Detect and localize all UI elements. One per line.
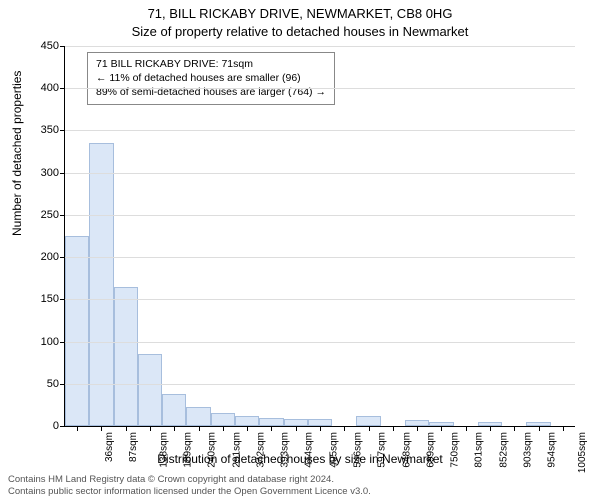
y-tick-mark <box>60 130 65 131</box>
histogram-bar <box>211 413 235 426</box>
x-tick-mark <box>174 426 175 431</box>
gridline <box>65 46 575 47</box>
annotation-box: 71 BILL RICKABY DRIVE: 71sqm← 11% of det… <box>87 52 335 105</box>
annotation-line: 71 BILL RICKABY DRIVE: 71sqm <box>96 57 326 71</box>
x-tick-mark <box>393 426 394 431</box>
y-tick-label: 100 <box>41 336 59 348</box>
x-tick-mark <box>223 426 224 431</box>
gridline <box>65 173 575 174</box>
y-tick-label: 450 <box>41 40 59 52</box>
histogram-bar <box>308 419 332 426</box>
x-tick-mark <box>514 426 515 431</box>
x-tick-mark <box>150 426 151 431</box>
histogram-bar <box>186 407 210 426</box>
histogram-bar <box>235 416 259 426</box>
x-tick-mark <box>417 426 418 431</box>
histogram-bar <box>138 354 162 426</box>
histogram-bar <box>162 394 186 426</box>
y-tick-label: 0 <box>53 420 59 432</box>
histogram-bar <box>259 418 283 426</box>
histogram-bar <box>65 236 89 426</box>
y-tick-mark <box>60 88 65 89</box>
y-tick-label: 200 <box>41 251 59 263</box>
y-tick-mark <box>60 299 65 300</box>
x-tick-mark <box>466 426 467 431</box>
gridline <box>65 299 575 300</box>
y-tick-label: 50 <box>47 378 59 390</box>
x-tick-mark <box>369 426 370 431</box>
y-tick-label: 250 <box>41 209 59 221</box>
gridline <box>65 130 575 131</box>
y-tick-mark <box>60 46 65 47</box>
y-tick-mark <box>60 173 65 174</box>
y-tick-label: 350 <box>41 124 59 136</box>
gridline <box>65 215 575 216</box>
x-tick-mark <box>441 426 442 431</box>
y-tick-mark <box>60 257 65 258</box>
gridline <box>65 257 575 258</box>
y-tick-label: 150 <box>41 293 59 305</box>
footer-line1: Contains HM Land Registry data © Crown c… <box>8 474 371 486</box>
gridline <box>65 342 575 343</box>
x-tick-mark <box>101 426 102 431</box>
x-axis-label: Distribution of detached houses by size … <box>0 452 600 466</box>
y-tick-mark <box>60 342 65 343</box>
x-tick-mark <box>320 426 321 431</box>
histogram-bar <box>356 416 380 426</box>
chart-title-subtitle: Size of property relative to detached ho… <box>0 24 600 39</box>
chart-container: 71, BILL RICKABY DRIVE, NEWMARKET, CB8 0… <box>0 0 600 500</box>
x-tick-mark <box>563 426 564 431</box>
y-tick-mark <box>60 384 65 385</box>
chart-title-address: 71, BILL RICKABY DRIVE, NEWMARKET, CB8 0… <box>0 6 600 21</box>
gridline <box>65 384 575 385</box>
y-tick-mark <box>60 426 65 427</box>
x-tick-mark <box>344 426 345 431</box>
x-tick-mark <box>199 426 200 431</box>
x-tick-mark <box>126 426 127 431</box>
y-tick-mark <box>60 215 65 216</box>
histogram-bar <box>284 419 308 426</box>
histogram-bar <box>114 287 138 426</box>
x-tick-mark <box>247 426 248 431</box>
y-tick-label: 400 <box>41 82 59 94</box>
footer-credits: Contains HM Land Registry data © Crown c… <box>8 474 371 498</box>
x-tick-mark <box>539 426 540 431</box>
y-tick-label: 300 <box>41 167 59 179</box>
x-tick-mark <box>490 426 491 431</box>
x-tick-mark <box>271 426 272 431</box>
x-tick-mark <box>296 426 297 431</box>
annotation-line: ← 11% of detached houses are smaller (96… <box>96 71 326 85</box>
y-axis-label: Number of detached properties <box>10 71 24 236</box>
x-tick-mark <box>77 426 78 431</box>
footer-line2: Contains public sector information licen… <box>8 486 371 498</box>
gridline <box>65 88 575 89</box>
plot-area: 71 BILL RICKABY DRIVE: 71sqm← 11% of det… <box>64 46 575 427</box>
